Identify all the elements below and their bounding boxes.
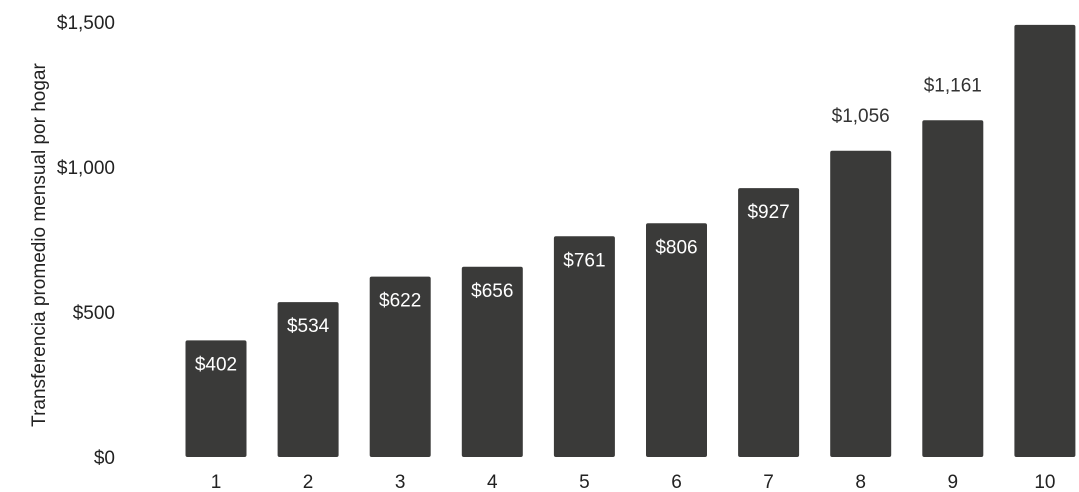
x-tick-label: 8 [855,472,866,492]
bar [553,236,615,457]
bar [738,188,800,458]
y-axis-title: Transferencia promedio mensual por hogar [29,63,50,427]
bar [185,340,247,457]
bars [185,24,1076,458]
bar [830,150,892,457]
bar-data-label: $622 [379,291,421,312]
y-tick-label: $1,500 [57,13,115,34]
bar [1014,24,1076,458]
bar-data-label: $656 [471,281,513,302]
data-labels: $402 $534 $622 $656 $761 $806 $927 $1,056 $1,161 [195,75,982,375]
x-tick-label: 1 [211,472,222,492]
bar-data-label: $534 [287,316,330,337]
x-axis-ticks: 1 2 3 4 5 6 7 8 9 10 [211,472,1056,492]
bar-data-label: $402 [195,354,237,375]
x-tick-label: 9 [948,472,959,492]
bar-data-label: $927 [747,202,789,223]
x-tick-label: 7 [763,472,774,492]
y-tick-label: $500 [73,303,115,324]
y-tick-label: $0 [94,448,115,469]
bar [646,223,707,457]
x-tick-label: 2 [303,472,314,492]
bar-data-label: $1,056 [832,106,890,127]
bar-data-label: $806 [655,237,697,258]
y-axis-title-group: Transferencia promedio mensual por hogar [29,63,50,427]
x-tick-label: 6 [671,472,682,492]
x-tick-label: 4 [487,472,498,492]
bar [922,120,984,457]
y-tick-label: $1,000 [57,158,115,179]
bar [277,302,339,457]
bar-data-label: $1,161 [924,75,982,96]
y-axis-ticks: $0 $500 $1,000 $1,500 [57,13,115,469]
x-tick-label: 3 [395,472,406,492]
x-tick-label: 5 [579,472,590,492]
bar [461,266,523,457]
bar-data-label: $761 [563,250,605,271]
bar [369,276,431,457]
x-tick-label: 10 [1034,472,1055,492]
